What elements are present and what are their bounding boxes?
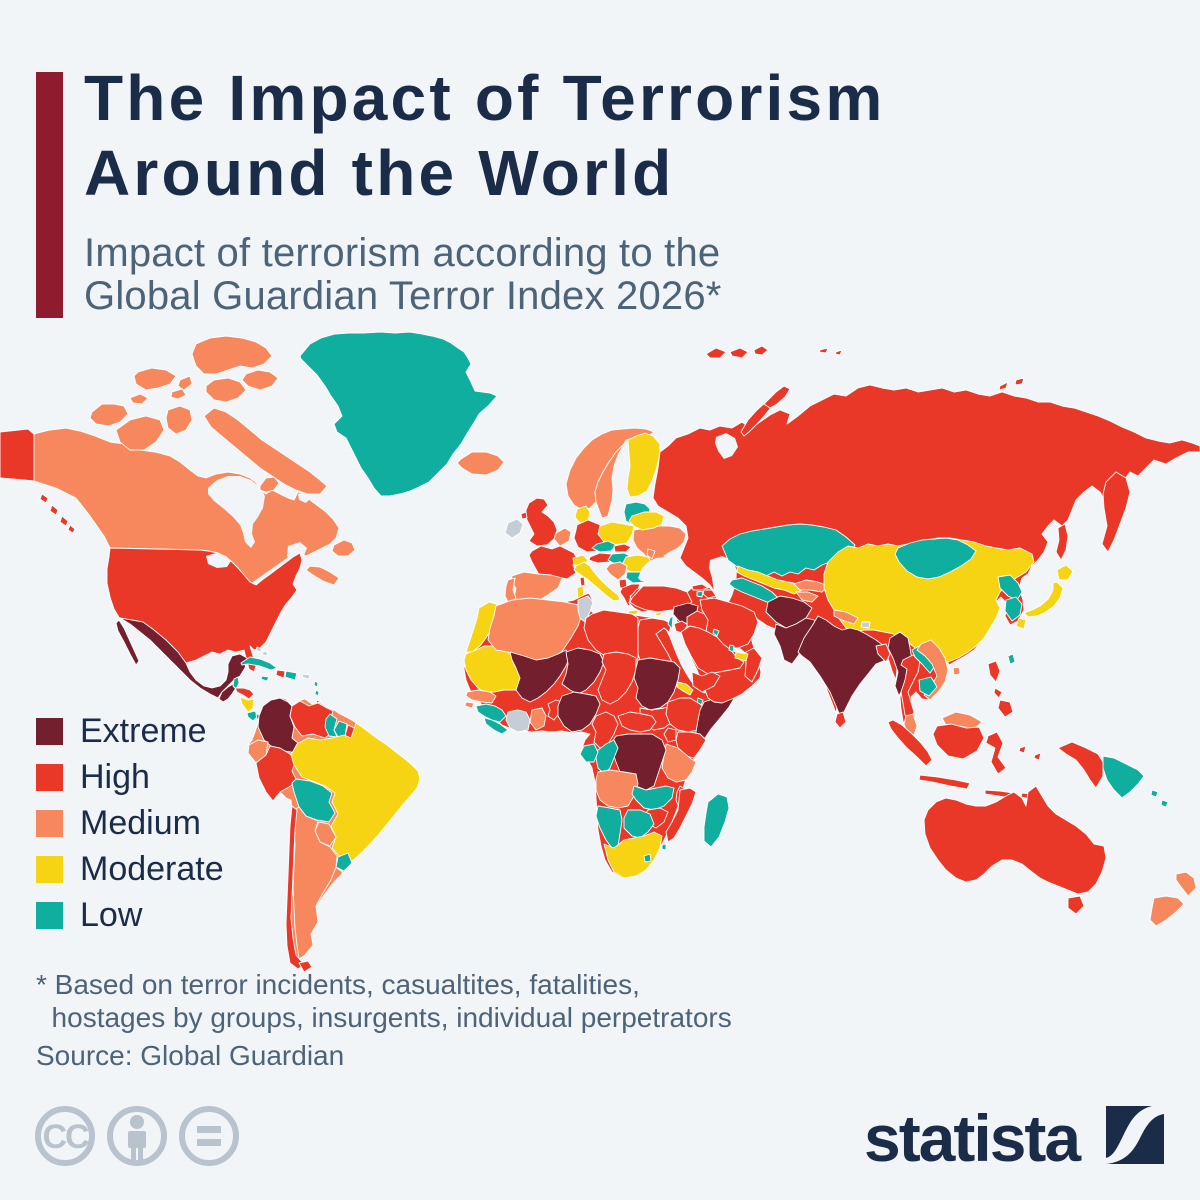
svg-text:CC: CC: [42, 1118, 89, 1156]
svg-text:statista: statista: [864, 1104, 1082, 1170]
